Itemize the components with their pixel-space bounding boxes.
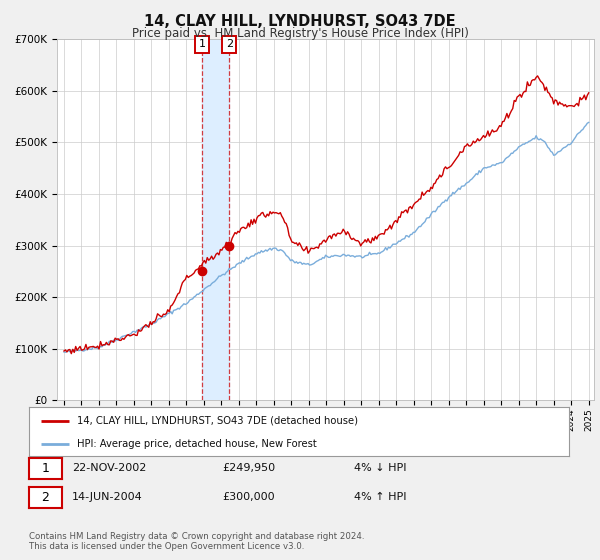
Text: £249,950: £249,950 [222, 463, 275, 473]
Text: 4% ↓ HPI: 4% ↓ HPI [354, 463, 407, 473]
Text: 2: 2 [41, 491, 49, 504]
Text: £300,000: £300,000 [222, 492, 275, 502]
Text: This data is licensed under the Open Government Licence v3.0.: This data is licensed under the Open Gov… [29, 542, 304, 551]
Text: 1: 1 [199, 39, 206, 49]
Bar [202, 39, 229, 400]
Text: 22-NOV-2002: 22-NOV-2002 [72, 463, 146, 473]
Text: 2: 2 [226, 39, 233, 49]
Text: Contains HM Land Registry data © Crown copyright and database right 2024.: Contains HM Land Registry data © Crown c… [29, 532, 364, 541]
Text: HPI: Average price, detached house, New Forest: HPI: Average price, detached house, New … [77, 439, 317, 449]
Text: Price paid vs. HM Land Registry's House Price Index (HPI): Price paid vs. HM Land Registry's House … [131, 27, 469, 40]
Text: 1: 1 [41, 461, 49, 475]
Text: 14-JUN-2004: 14-JUN-2004 [72, 492, 143, 502]
Text: 14, CLAY HILL, LYNDHURST, SO43 7DE: 14, CLAY HILL, LYNDHURST, SO43 7DE [144, 14, 456, 29]
Text: 14, CLAY HILL, LYNDHURST, SO43 7DE (detached house): 14, CLAY HILL, LYNDHURST, SO43 7DE (deta… [77, 416, 358, 426]
Text: 4% ↑ HPI: 4% ↑ HPI [354, 492, 407, 502]
